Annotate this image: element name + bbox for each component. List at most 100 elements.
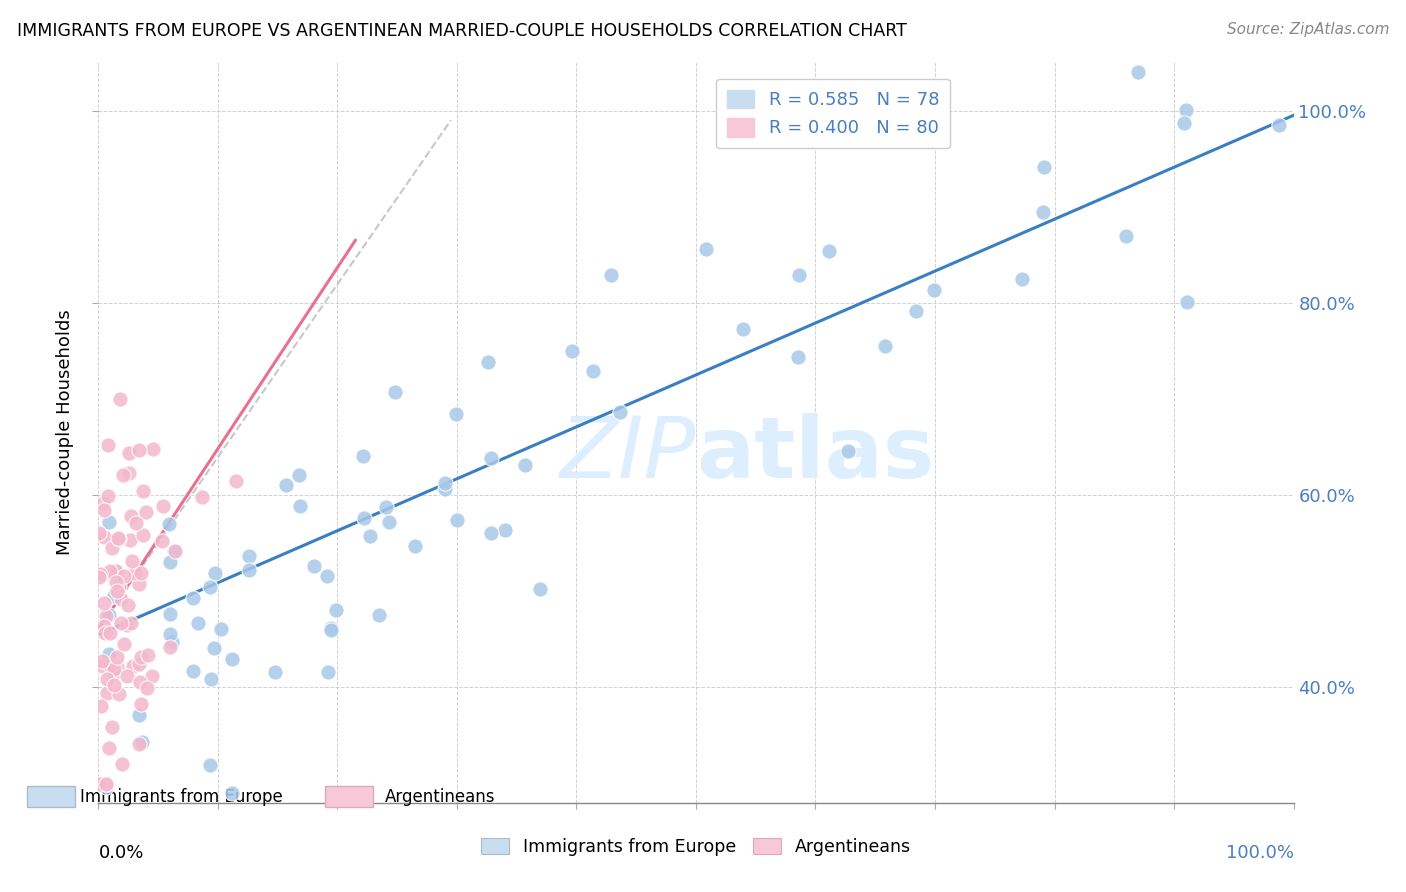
Point bbox=[187, 616, 209, 631]
Point bbox=[101, 721, 124, 735]
Point bbox=[191, 491, 214, 505]
Point bbox=[359, 529, 381, 543]
Point bbox=[204, 566, 226, 581]
Point bbox=[111, 756, 134, 771]
Point bbox=[91, 654, 114, 668]
Point bbox=[159, 627, 181, 641]
Point bbox=[384, 385, 406, 400]
Point bbox=[375, 500, 398, 515]
Point bbox=[875, 339, 897, 353]
Point bbox=[129, 675, 152, 690]
Point bbox=[103, 589, 125, 603]
Point bbox=[477, 355, 499, 369]
Point bbox=[150, 533, 173, 548]
Point bbox=[905, 303, 928, 318]
Point bbox=[818, 244, 841, 259]
Point bbox=[367, 607, 389, 622]
Point bbox=[321, 621, 343, 635]
Point bbox=[90, 659, 112, 673]
Point bbox=[118, 533, 141, 548]
Point bbox=[221, 652, 243, 666]
Point bbox=[1115, 229, 1137, 244]
Point bbox=[103, 662, 125, 676]
FancyBboxPatch shape bbox=[27, 786, 75, 806]
Point bbox=[131, 734, 153, 748]
Point bbox=[1011, 272, 1033, 286]
Point bbox=[561, 344, 583, 359]
Point bbox=[111, 468, 134, 483]
Point bbox=[87, 570, 110, 584]
Point bbox=[141, 669, 163, 683]
Text: Argentineans: Argentineans bbox=[385, 788, 496, 805]
Point bbox=[238, 563, 260, 577]
Point bbox=[96, 672, 118, 686]
Point bbox=[529, 582, 551, 596]
Point bbox=[105, 584, 128, 599]
Point bbox=[94, 776, 117, 790]
Point bbox=[200, 672, 222, 686]
Point bbox=[1032, 160, 1054, 174]
Point bbox=[315, 569, 337, 583]
Point bbox=[159, 555, 181, 569]
Text: IMMIGRANTS FROM EUROPE VS ARGENTINEAN MARRIED-COUPLE HOUSEHOLDS CORRELATION CHAR: IMMIGRANTS FROM EUROPE VS ARGENTINEAN MA… bbox=[17, 22, 907, 40]
Point bbox=[98, 607, 121, 622]
Point bbox=[128, 707, 150, 722]
Point bbox=[100, 658, 122, 673]
Point bbox=[129, 566, 152, 580]
Point bbox=[238, 549, 260, 563]
Point bbox=[132, 527, 155, 541]
Point bbox=[104, 564, 127, 578]
Point bbox=[96, 780, 118, 794]
Point bbox=[404, 539, 426, 553]
Point bbox=[112, 636, 135, 650]
Point bbox=[96, 686, 118, 700]
Point bbox=[115, 669, 138, 683]
Point bbox=[163, 544, 186, 558]
Point bbox=[98, 626, 121, 640]
Point bbox=[695, 242, 717, 256]
Point bbox=[152, 499, 174, 513]
Point bbox=[1267, 118, 1289, 132]
Point bbox=[157, 516, 180, 531]
Point bbox=[159, 607, 181, 622]
Point bbox=[444, 407, 467, 421]
Point bbox=[93, 619, 115, 633]
Point bbox=[135, 681, 157, 695]
Point bbox=[221, 786, 243, 800]
Point bbox=[352, 449, 374, 463]
Point bbox=[105, 659, 128, 673]
Point bbox=[353, 511, 375, 525]
Point bbox=[276, 477, 298, 491]
Point bbox=[94, 626, 117, 640]
Point bbox=[225, 474, 247, 488]
Point bbox=[98, 515, 121, 529]
Point bbox=[121, 554, 143, 568]
Point bbox=[118, 445, 141, 459]
Point bbox=[599, 268, 621, 283]
Point bbox=[117, 598, 139, 612]
Point bbox=[120, 616, 142, 631]
Point bbox=[446, 513, 468, 527]
Text: Immigrants from Europe: Immigrants from Europe bbox=[80, 788, 283, 805]
Point bbox=[200, 757, 222, 772]
FancyBboxPatch shape bbox=[326, 786, 374, 806]
Point bbox=[128, 657, 150, 671]
Point bbox=[118, 466, 141, 480]
Point bbox=[129, 650, 152, 665]
Point bbox=[131, 484, 153, 499]
Point bbox=[922, 283, 945, 297]
Point bbox=[181, 664, 204, 678]
Point bbox=[135, 505, 157, 519]
Point bbox=[731, 322, 754, 336]
Point bbox=[98, 564, 121, 578]
Point bbox=[120, 509, 142, 524]
Point bbox=[479, 525, 502, 540]
Legend: Immigrants from Europe, Argentineans: Immigrants from Europe, Argentineans bbox=[472, 829, 920, 864]
Point bbox=[105, 575, 128, 590]
Point bbox=[94, 776, 117, 790]
Point bbox=[89, 776, 111, 790]
Point bbox=[97, 489, 120, 503]
Text: 100.0%: 100.0% bbox=[1226, 844, 1294, 862]
Point bbox=[302, 559, 325, 574]
Point bbox=[93, 503, 115, 517]
